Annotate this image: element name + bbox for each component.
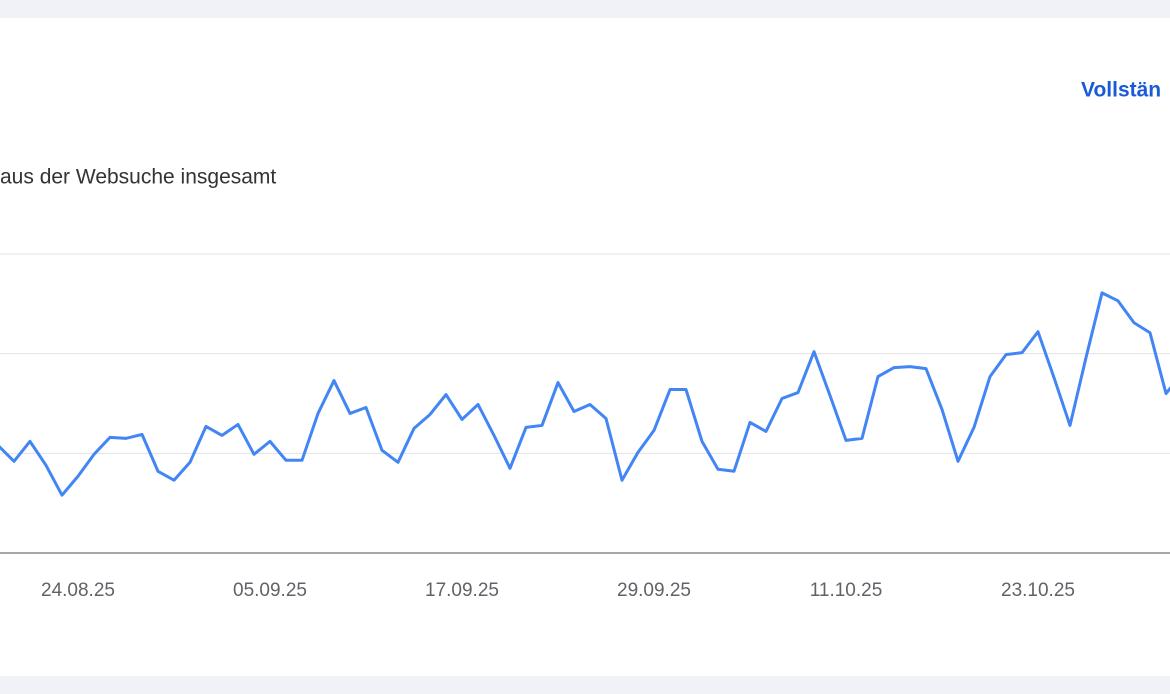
x-tick-label: 17.09.25 <box>425 580 499 601</box>
x-tick-label: 24.08.25 <box>41 580 115 601</box>
x-tick-label: 05.09.25 <box>233 580 307 601</box>
x-tick-label: 23.10.25 <box>1001 580 1075 601</box>
plot: 24.08.25 05.09.25 17.09.25 29.09.25 11.10.25… <box>0 253 1170 601</box>
chart-heading: aus der Websuche insgesamt <box>0 166 276 189</box>
series-line <box>0 291 1170 497</box>
x-tick-label: 29.09.25 <box>617 580 691 601</box>
card-background <box>0 18 1170 676</box>
full-report-link[interactable]: Vollstän <box>1081 79 1161 102</box>
x-tick-label: 11.10.25 <box>810 580 883 601</box>
